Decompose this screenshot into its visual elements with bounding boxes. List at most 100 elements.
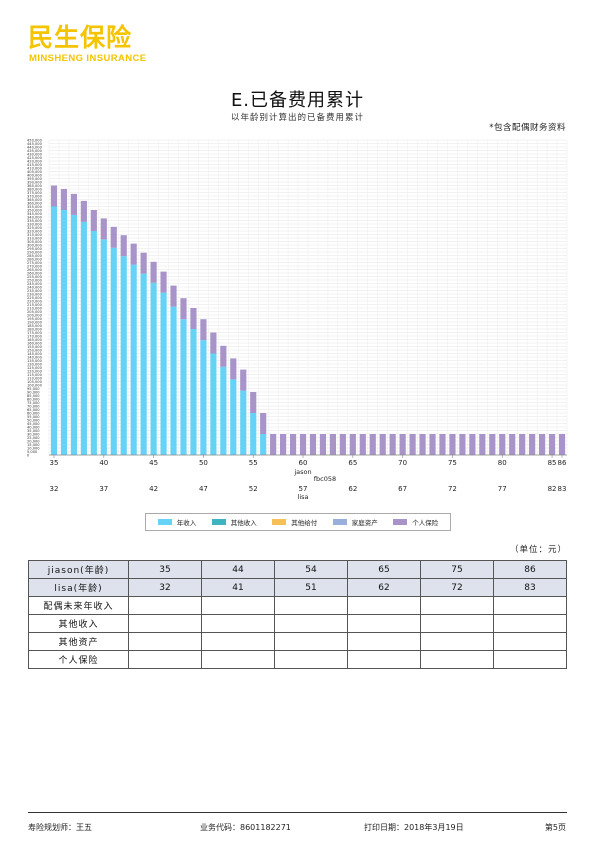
legend-label: 家庭资产 bbox=[352, 517, 378, 527]
y-tick-label: 430,000 bbox=[27, 153, 43, 157]
bar-segment-personal-insurance bbox=[160, 272, 166, 293]
y-tick-label: 435,000 bbox=[27, 149, 43, 153]
table-row-header: lisa(年龄) bbox=[29, 579, 129, 597]
bar-segment-annual-income bbox=[180, 319, 186, 455]
legend-swatch bbox=[212, 519, 226, 525]
bar-segment-annual-income bbox=[61, 210, 67, 455]
y-tick-label: 365,000 bbox=[27, 198, 43, 202]
y-tick-label: 80,000 bbox=[27, 398, 40, 402]
x-tick-label-primary: 35 bbox=[50, 459, 59, 467]
y-tick-label: 180,000 bbox=[27, 328, 43, 332]
y-tick-label: 405,000 bbox=[27, 170, 43, 174]
bar-segment-personal-insurance bbox=[330, 434, 336, 455]
footer-planner: 寿险规划师：王五 bbox=[28, 822, 92, 833]
table-cell bbox=[421, 651, 494, 669]
table-cell bbox=[421, 633, 494, 651]
table-cell bbox=[275, 597, 348, 615]
table-cell: 54 bbox=[275, 561, 348, 579]
table-row-header: 其他收入 bbox=[29, 615, 129, 633]
y-tick-label: 55,000 bbox=[27, 415, 40, 419]
legend-item-family-assets: 家庭资产 bbox=[333, 517, 378, 527]
table-cell: 72 bbox=[421, 579, 494, 597]
table-cell: 83 bbox=[494, 579, 567, 597]
table-cell: 51 bbox=[275, 579, 348, 597]
bar-segment-personal-insurance bbox=[71, 194, 77, 215]
x-tick-label-secondary: 32 bbox=[50, 485, 59, 493]
y-tick-label: 240,000 bbox=[27, 286, 43, 290]
y-tick-label: 10,000 bbox=[27, 447, 40, 451]
y-tick-label: 205,000 bbox=[27, 310, 43, 314]
table-cell: 65 bbox=[348, 561, 421, 579]
table-cell: 86 bbox=[494, 561, 567, 579]
bar-segment-personal-insurance bbox=[170, 286, 176, 307]
y-tick-label: 115,000 bbox=[27, 373, 43, 377]
bar-segment-annual-income bbox=[101, 239, 107, 455]
y-tick-label: 170,000 bbox=[27, 335, 43, 339]
bar-segment-personal-insurance bbox=[479, 434, 485, 455]
bar-segment-personal-insurance bbox=[380, 434, 386, 455]
bar-segment-personal-insurance bbox=[260, 413, 266, 434]
table-cell bbox=[129, 633, 202, 651]
x-tick-label-primary: 50 bbox=[199, 459, 208, 467]
y-tick-label: 335,000 bbox=[27, 219, 43, 223]
y-tick-label: 25,000 bbox=[27, 436, 40, 440]
y-tick-label: 310,000 bbox=[27, 237, 43, 241]
y-tick-label: 70,000 bbox=[27, 405, 40, 409]
bar-segment-annual-income bbox=[170, 307, 176, 455]
legend-swatch bbox=[158, 519, 172, 525]
x-tick-label-secondary: 37 bbox=[99, 485, 108, 493]
x-axis-name-secondary: lisa bbox=[298, 493, 309, 501]
bar-segment-personal-insurance bbox=[151, 262, 157, 283]
bar-segment-personal-insurance bbox=[240, 370, 246, 391]
table-cell bbox=[129, 651, 202, 669]
y-tick-label: 120,000 bbox=[27, 370, 43, 374]
y-tick-label: 415,000 bbox=[27, 163, 43, 167]
bar-segment-personal-insurance bbox=[141, 253, 147, 274]
summary-table: jiason(年龄) 35 44 54 65 75 86 lisa(年龄) 32 41 51 62 72… bbox=[28, 560, 567, 669]
table-row: 个人保险 bbox=[29, 651, 567, 669]
table-cell bbox=[202, 597, 275, 615]
bar-segment-personal-insurance bbox=[360, 434, 366, 455]
logo-chinese: 民生保险 bbox=[28, 24, 132, 52]
table-cell bbox=[202, 615, 275, 633]
y-tick-label: 225,000 bbox=[27, 296, 43, 300]
bar-segment-personal-insurance bbox=[489, 434, 495, 455]
y-tick-label: 320,000 bbox=[27, 230, 43, 234]
table-cell bbox=[275, 615, 348, 633]
legend-item-other-income: 其他收入 bbox=[212, 517, 257, 527]
y-tick-label: 75,000 bbox=[27, 401, 40, 405]
x-tick-label-primary: 86 bbox=[558, 459, 567, 467]
y-tick-label: 150,000 bbox=[27, 349, 43, 353]
bar-segment-personal-insurance bbox=[469, 434, 475, 455]
legend-swatch bbox=[393, 519, 407, 525]
bar-segment-annual-income bbox=[151, 283, 157, 455]
y-tick-label: 300,000 bbox=[27, 244, 43, 248]
bar-segment-personal-insurance bbox=[91, 210, 97, 231]
table-cell bbox=[275, 651, 348, 669]
y-tick-label: 100,000 bbox=[27, 384, 43, 388]
y-tick-label: 210,000 bbox=[27, 307, 43, 311]
y-tick-label: 30,000 bbox=[27, 433, 40, 437]
bar-segment-personal-insurance bbox=[270, 434, 276, 455]
y-tick-label: 125,000 bbox=[27, 366, 43, 370]
bar-segment-personal-insurance bbox=[459, 434, 465, 455]
y-tick-label: 420,000 bbox=[27, 160, 43, 164]
y-tick-label: 370,000 bbox=[27, 195, 43, 199]
table-cell: 41 bbox=[202, 579, 275, 597]
table-cell bbox=[421, 615, 494, 633]
y-tick-label: 0 bbox=[27, 454, 30, 458]
x-tick-label-primary: 45 bbox=[149, 459, 158, 467]
table-cell: 62 bbox=[348, 579, 421, 597]
table-cell bbox=[275, 633, 348, 651]
bar-segment-personal-insurance bbox=[370, 434, 376, 455]
y-tick-label: 190,000 bbox=[27, 321, 43, 325]
table-row-header: 配偶未来年收入 bbox=[29, 597, 129, 615]
y-tick-label: 130,000 bbox=[27, 363, 43, 367]
bar-segment-personal-insurance bbox=[310, 434, 316, 455]
x-tick-label-secondary: 62 bbox=[348, 485, 357, 493]
table-cell bbox=[348, 633, 421, 651]
y-tick-label: 40,000 bbox=[27, 426, 40, 430]
bar-segment-personal-insurance bbox=[539, 434, 545, 455]
table-cell: 35 bbox=[129, 561, 202, 579]
y-tick-label: 140,000 bbox=[27, 356, 43, 360]
